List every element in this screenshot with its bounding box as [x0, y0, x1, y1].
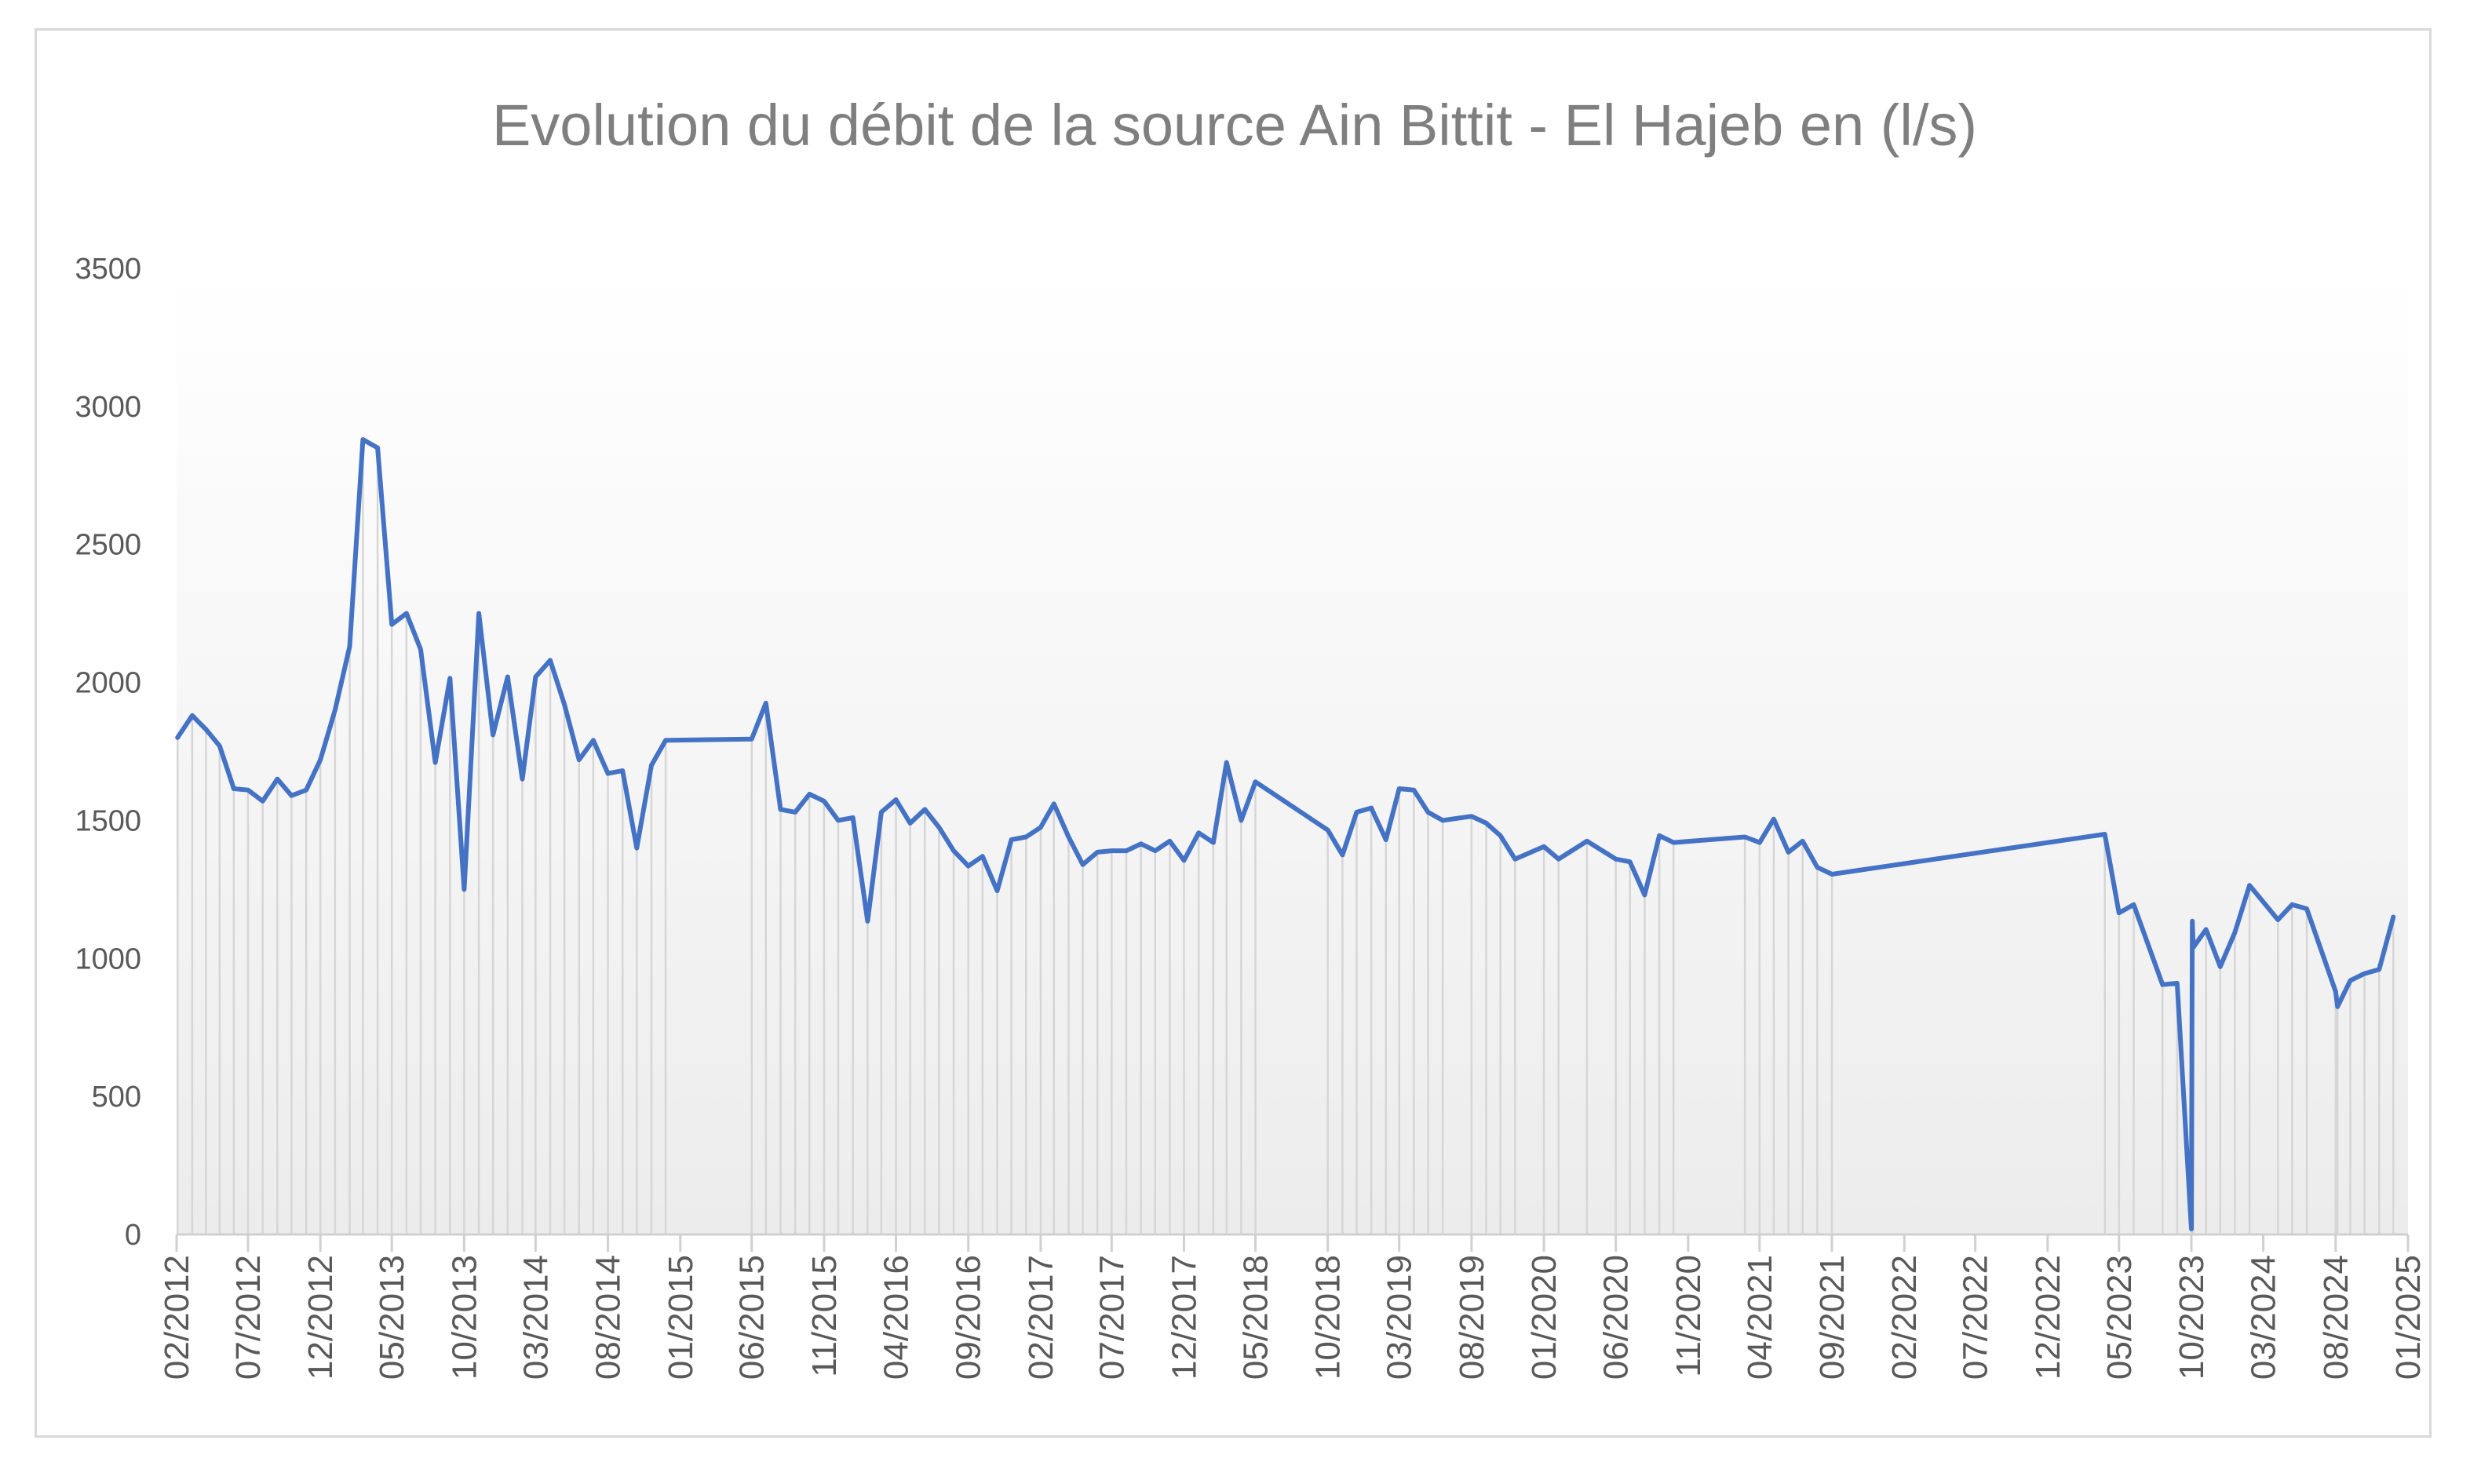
x-tick-label: 09/2016 [950, 1255, 988, 1380]
x-tick-label: 02/2022 [1885, 1255, 1924, 1380]
x-tick-label: 11/2020 [1669, 1255, 1708, 1377]
x-tick-label: 02/2012 [158, 1255, 196, 1380]
x-tick-label: 08/2014 [589, 1255, 628, 1380]
series-line [175, 437, 2396, 1231]
y-tick-label: 1000 [75, 943, 141, 975]
x-tick-label: 05/2013 [373, 1255, 411, 1380]
y-axis: 0 500 1000 1500 2000 2500 3000 3500 [75, 253, 141, 1252]
x-tick-label: 06/2015 [733, 1255, 772, 1380]
y-tick-label: 2500 [75, 529, 141, 562]
y-tick-label: 1500 [75, 804, 141, 837]
x-tick-label: 12/2017 [1166, 1255, 1204, 1380]
plot-area [177, 268, 2408, 1234]
x-axis: 02/2012 07/2012 12/2012 05/2013 10/2013 03/20… [158, 1233, 2428, 1380]
x-tick-label: 12/2022 [2029, 1255, 2067, 1380]
x-tick-label: 07/2012 [229, 1255, 268, 1380]
series-layer [175, 437, 2396, 1231]
x-tick-label: 02/2017 [1022, 1255, 1060, 1380]
x-tick-label: 07/2022 [1957, 1255, 1995, 1380]
y-tick-label: 3500 [75, 253, 141, 286]
y-tick-label: 0 [125, 1219, 141, 1252]
chart-title: Evolution du débit de la source Ain Bitt… [492, 93, 1977, 158]
x-tick-label: 11/2015 [805, 1255, 844, 1377]
x-tick-label: 01/2015 [662, 1255, 700, 1380]
x-tick-label: 03/2014 [516, 1255, 555, 1380]
y-tick-label: 3000 [75, 391, 141, 424]
x-tick-label: 04/2021 [1741, 1255, 1779, 1380]
x-tick-label: 01/2020 [1525, 1255, 1563, 1380]
x-tick-label: 10/2013 [445, 1255, 483, 1380]
x-tick-label: 05/2018 [1236, 1255, 1275, 1380]
x-tick-label: 10/2018 [1309, 1255, 1348, 1380]
x-tick-label: 04/2016 [877, 1255, 916, 1380]
x-tick-label: 10/2023 [2173, 1255, 2211, 1380]
x-tick-label: 12/2012 [301, 1255, 340, 1380]
x-tick-label: 05/2023 [2100, 1255, 2139, 1380]
x-tick-label: 09/2021 [1813, 1255, 1852, 1380]
x-tick-label: 08/2024 [2317, 1255, 2355, 1380]
y-tick-label: 500 [92, 1081, 141, 1114]
x-tick-label: 07/2017 [1093, 1255, 1131, 1380]
x-tick-label: 08/2019 [1453, 1255, 1491, 1380]
x-tick-label: 03/2019 [1381, 1255, 1419, 1380]
y-tick-label: 2000 [75, 667, 141, 700]
x-tick-label: 03/2024 [2245, 1255, 2283, 1380]
x-tick-label: 06/2020 [1597, 1255, 1636, 1380]
drop-lines [176, 439, 2395, 1234]
x-tick-label: 01/2025 [2389, 1255, 2428, 1380]
